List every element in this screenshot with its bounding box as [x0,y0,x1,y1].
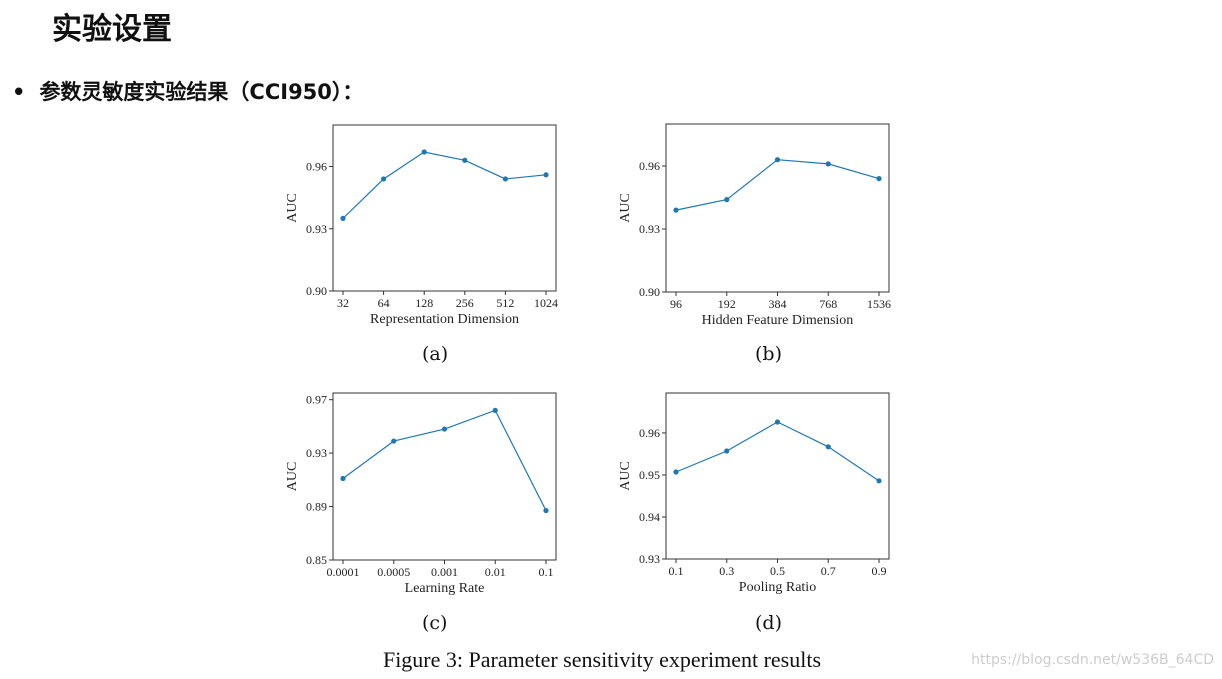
data-point [825,444,831,450]
x-axis-label: Pooling Ratio [739,580,816,595]
series-line [675,159,880,211]
y-tick-label: 0.93 [306,446,327,460]
x-axis-label: Hidden Feature Dimension [702,313,854,328]
y-tick-label: 0.95 [639,468,660,482]
caption-c: (c) [422,612,448,634]
y-axis-label: AUC [285,193,300,223]
bullet-item: • 参数灵敏度实验结果（CCI950）： [12,76,363,106]
y-tick-label: 0.90 [306,284,327,298]
y-tick-label: 0.96 [639,426,660,440]
caption-a: (a) [422,343,449,365]
data-point [502,176,508,182]
series-line [675,421,880,482]
y-axis-label: AUC [618,461,633,491]
data-point [543,507,549,514]
data-point [724,448,730,454]
data-point [673,469,679,475]
data-point [774,157,781,163]
bullet-dot: • [12,80,26,104]
data-point [774,419,781,425]
x-tick-label: 0.9 [872,564,887,578]
y-tick-label: 0.94 [639,510,660,524]
figure-caption: Figure 3: Parameter sensitivity experime… [382,647,822,672]
plot-frame [332,124,557,292]
x-tick-label: 1536 [867,297,891,311]
y-tick-label: 0.97 [306,393,327,407]
y-axis-label: AUC [285,462,300,492]
slide-title: 实验设置 [52,12,172,47]
x-axis-label: Learning Rate [405,581,485,596]
x-tick-label: 0.1 [539,565,554,579]
plot-frame [665,123,890,293]
x-tick-label: 0.3 [719,564,734,578]
plot-frame [332,392,557,561]
x-tick-label: 128 [415,296,433,310]
y-tick-label: 0.89 [306,500,327,514]
bullet-text: 参数灵敏度实验结果（CCI950）： [39,80,364,104]
data-point [492,407,498,413]
data-point [876,176,882,182]
data-point [340,475,346,482]
data-point [462,157,468,163]
plot-frame [665,392,890,560]
y-axis-label: AUC [618,193,633,223]
data-point [876,478,882,484]
x-axis-label: Representation Dimension [370,312,519,327]
y-tick-label: 0.93 [639,552,660,566]
caption-b: (b) [755,343,782,365]
x-tick-label: 0.001 [431,565,458,579]
x-tick-label: 0.01 [485,565,506,579]
watermark: https://blog.csdn.net/w536B_64CD [971,652,1214,668]
data-point [673,207,679,213]
data-point [391,438,397,444]
data-point [441,426,448,432]
x-tick-label: 256 [456,296,474,310]
data-point [381,176,387,182]
y-tick-label: 0.96 [639,159,660,173]
x-tick-label: 0.0005 [377,565,410,579]
x-tick-label: 0.7 [821,564,836,578]
x-tick-label: 512 [496,296,514,310]
data-point [543,172,549,178]
x-tick-label: 96 [670,297,682,311]
series-line [342,409,547,511]
x-tick-label: 1024 [534,296,558,310]
x-tick-label: 64 [378,296,390,310]
x-tick-label: 32 [337,296,349,310]
x-tick-label: 192 [718,297,736,311]
y-tick-label: 0.93 [306,222,327,236]
x-tick-label: 0.0001 [327,565,360,579]
x-tick-label: 768 [819,297,837,311]
y-tick-label: 0.85 [306,553,327,567]
data-point [340,215,346,221]
series-line [342,151,547,219]
data-point [724,197,730,203]
y-tick-label: 0.90 [639,285,660,299]
data-point [421,149,427,155]
x-tick-label: 0.5 [770,564,785,578]
caption-d: (d) [755,612,782,634]
data-point [825,161,831,167]
y-tick-label: 0.93 [639,222,660,236]
y-tick-label: 0.96 [306,160,327,174]
x-tick-label: 0.1 [669,564,684,578]
x-tick-label: 384 [769,297,787,311]
